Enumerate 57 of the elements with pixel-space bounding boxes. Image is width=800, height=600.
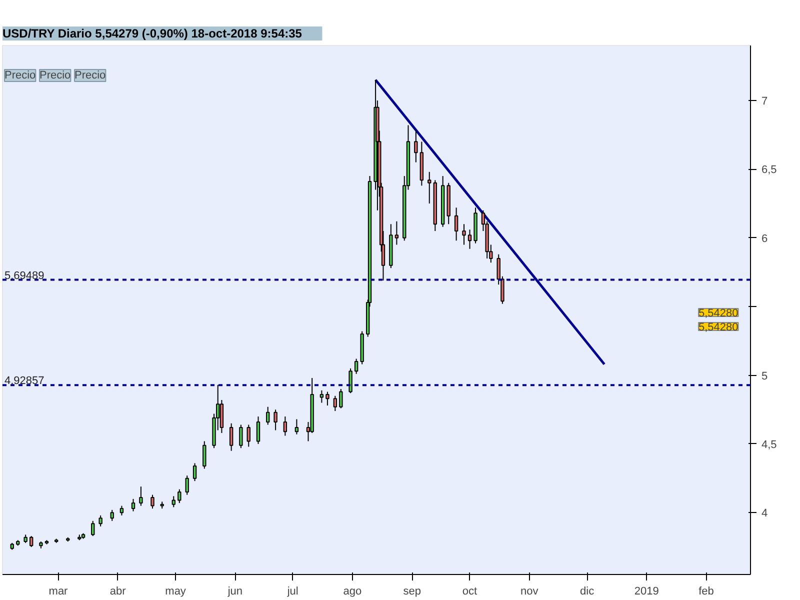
- candlestick: [246, 424, 250, 448]
- candlestick: [256, 416, 260, 444]
- candlestick: [131, 498, 136, 512]
- candlestick: [394, 220, 399, 246]
- candlestick: [283, 416, 288, 436]
- candlestick: [454, 207, 458, 242]
- candlestick: [178, 488, 182, 504]
- candlestick: [229, 422, 234, 452]
- x-tick-label: jul: [286, 586, 298, 598]
- candlestick: [320, 390, 324, 404]
- candlestick: [339, 388, 343, 409]
- x-tick-label: dic: [580, 586, 595, 598]
- candlestick: [462, 224, 466, 246]
- candlestick: [348, 368, 352, 394]
- candlestick: [239, 424, 243, 449]
- y-tick-label: 4: [762, 508, 768, 520]
- candlestick: [185, 475, 189, 496]
- x-tick-label: ago: [343, 586, 362, 598]
- y-tick-label: 6: [762, 232, 768, 245]
- candlestick: [29, 536, 34, 548]
- annotation: Precio: [40, 70, 71, 82]
- candlestick: [428, 171, 432, 204]
- candlestick: [202, 440, 206, 470]
- y-tick-label: 7: [762, 95, 768, 108]
- x-tick-label: feb: [698, 586, 714, 598]
- annotation: Precio: [4, 70, 36, 82]
- candlestick: [274, 409, 278, 431]
- candlestick: [98, 514, 102, 527]
- ref-line-label: 5,69489: [4, 270, 44, 282]
- chart-title: USD/TRY Diario 5,54279 (-0,90%) 18-oct-2018 9:54:35: [2, 26, 302, 40]
- candlestick: [91, 520, 95, 537]
- ref-line-label: 4,92857: [4, 375, 44, 388]
- x-tick-label: mar: [48, 586, 68, 598]
- candlestick: [120, 505, 124, 516]
- candlestick: [110, 509, 114, 522]
- x-tick-label: may: [165, 586, 186, 598]
- candlestick: [468, 229, 472, 250]
- x-tick-label: jun: [226, 586, 243, 598]
- candlestick: [294, 418, 299, 435]
- candlestick: [150, 494, 154, 510]
- y-tick-label: 6,5: [762, 164, 777, 176]
- y-tick-label: 4,5: [762, 438, 777, 451]
- candlestick: [192, 462, 197, 482]
- candlestick: [326, 391, 330, 406]
- candlestick: [333, 395, 338, 412]
- annotation: Precio: [74, 70, 106, 82]
- candlestick: [266, 406, 270, 426]
- x-tick-label: nov: [520, 586, 539, 598]
- candlestick: [354, 358, 358, 374]
- candlestick: [414, 130, 418, 163]
- x-tick-label: oct: [462, 586, 478, 598]
- candlestick: [139, 486, 143, 506]
- candlestick: [172, 496, 176, 508]
- x-tick-label: 2019: [634, 586, 659, 598]
- x-tick-label: sep: [403, 586, 421, 598]
- y-tick-label: 5: [762, 370, 768, 382]
- x-tick-label: abr: [110, 586, 126, 598]
